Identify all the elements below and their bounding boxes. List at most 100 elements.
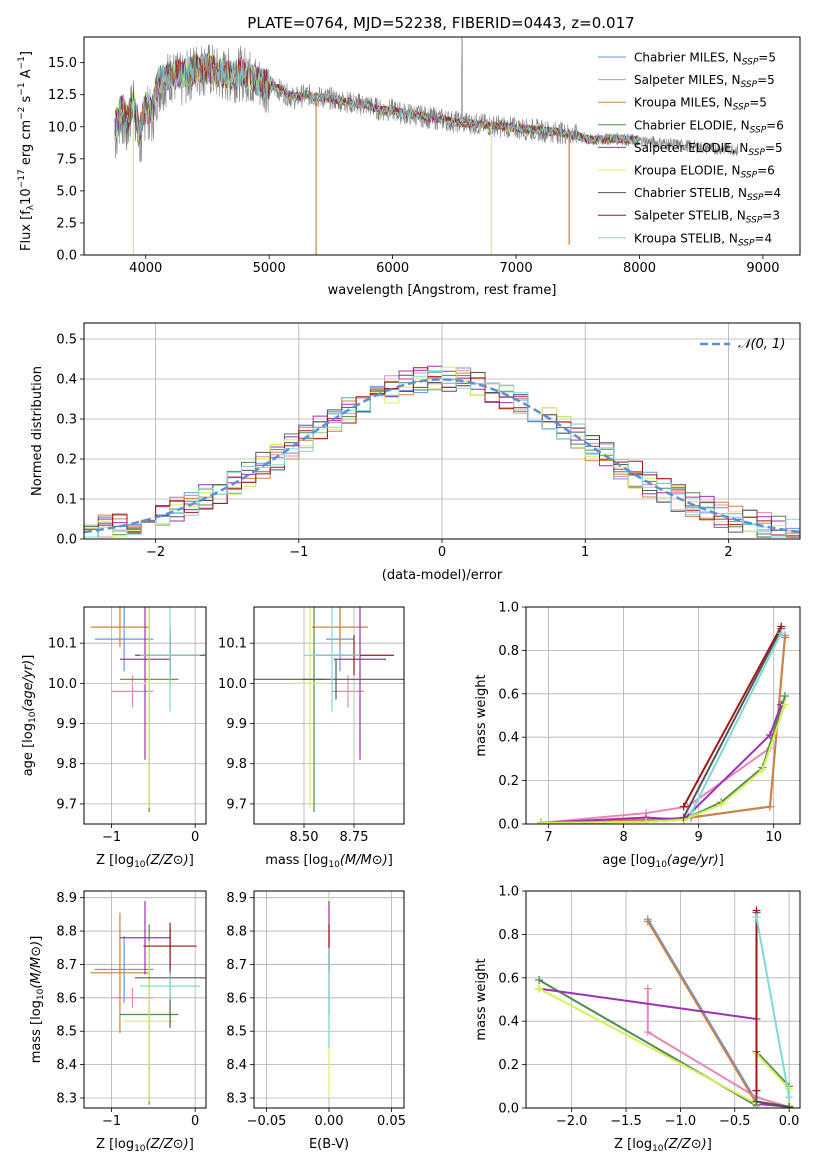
y-tick-label: 9.7	[56, 797, 77, 812]
y-tick-label: 8.5	[56, 1025, 77, 1040]
log-argument: (Z/Z⊙)	[146, 853, 189, 868]
weight-marker	[535, 975, 544, 984]
weight-series	[535, 984, 794, 1108]
x-axis-label: Z [log10(Z/Z⊙)]	[96, 853, 194, 870]
y-tick-label: 8.5	[226, 1025, 247, 1040]
x-tick-label: 0	[438, 545, 446, 560]
exponent: −1	[17, 82, 27, 95]
weight-series	[537, 700, 789, 824]
x-tick-label: −1	[289, 545, 308, 560]
x-tick-label: 5000	[253, 261, 286, 276]
weight-series	[752, 913, 794, 1102]
log-argument: (M/M⊙)	[29, 941, 44, 989]
legend: Chabrier MILES, NSSP=5 Salpeter MILES, NS…	[598, 51, 784, 248]
plot-area	[535, 906, 794, 1108]
errorbar-point	[312, 607, 368, 648]
weight-series	[537, 631, 789, 824]
errorbar-point	[334, 607, 386, 760]
x-axis-label: E(B-V)	[309, 1137, 349, 1152]
subscript: SSP	[742, 58, 759, 68]
weight-marker	[642, 817, 651, 824]
plot-area	[90, 901, 206, 1105]
y-tick-label: 0.0	[56, 533, 77, 548]
subscript: SSP	[746, 216, 763, 226]
x-tick-label: 0.00	[315, 1114, 344, 1129]
y-tick-label: 0.1	[56, 493, 77, 508]
legend-entry: Chabrier MILES, NSSP=5	[634, 51, 776, 68]
y-tick-label: 15.0	[48, 56, 77, 71]
y-tick-label: 0.0	[498, 818, 519, 833]
log-subscript: 10	[134, 860, 146, 870]
x-tick-label: 7000	[500, 261, 533, 276]
plot-area	[84, 365, 800, 538]
y-tick-label: 0.2	[498, 774, 519, 789]
label-tail: =5	[757, 73, 775, 87]
y-tick-label: 12.5	[48, 88, 77, 103]
exponent: −2	[17, 107, 27, 120]
weight-marker	[643, 1028, 652, 1037]
weight-marker	[765, 802, 774, 811]
legend-entry: Kroupa MILES, NSSP=5	[634, 96, 767, 113]
y-tick-label: 8.6	[226, 991, 247, 1006]
weight-series-line	[646, 988, 790, 1108]
y-tick-label: 8.9	[226, 891, 247, 906]
weight-marker	[679, 813, 688, 822]
weight-marker	[752, 1086, 761, 1095]
weight-marker	[752, 1097, 761, 1106]
y-tick-label: 9.8	[226, 757, 247, 772]
legend-entry: Kroupa ELODIE, NSSP=6	[634, 164, 775, 181]
plot-area	[537, 622, 789, 824]
legend-entry: Salpeter ELODIE, NSSP=5	[634, 141, 783, 158]
subscript: SSP	[748, 148, 765, 158]
x-tick-label: −0.05	[247, 1114, 287, 1129]
y-tick-label: 10.0	[218, 677, 247, 692]
gaussian-legend-label: 𝒩(0, 1)	[738, 337, 785, 352]
x-axis-label: Z [log10(Z/Z⊙)]	[614, 1137, 712, 1154]
y-axis-label: Flux [fλ10−17 erg cm−2 s−1 A−1]	[17, 51, 36, 251]
y-axis-label: mass weight	[474, 674, 489, 756]
log-subscript: 10	[655, 860, 667, 870]
label-tail: =3	[762, 209, 780, 223]
x-tick-label: −1	[102, 830, 121, 845]
x-tick-label: 6000	[376, 261, 409, 276]
y-tick-label: 0.4	[498, 731, 519, 746]
y-tick-label: 8.8	[56, 925, 77, 940]
panel-weight-vs-age: 7 8 9 10 0.0 0.2 0.4 0.6 0.8 1.0 age [log10(age/yr…	[474, 601, 801, 870]
weight-series-line	[538, 987, 790, 1108]
y-tick-label: 9.9	[226, 717, 247, 732]
unit-text: s	[19, 95, 34, 106]
subscript: SSP	[741, 171, 758, 181]
y-tick-label: 10.0	[48, 120, 77, 135]
x-tick-label: 0	[191, 830, 199, 845]
label-tail: =5	[758, 51, 776, 65]
x-axis-label: Z [log10(Z/Z⊙)]	[96, 1137, 194, 1154]
errorbar-point	[124, 607, 175, 808]
exponent: −17	[17, 169, 27, 188]
y-tick-label: 0.8	[498, 928, 519, 943]
y-tick-label: 10.1	[48, 637, 77, 652]
weight-series-line	[682, 628, 783, 818]
log-argument: (M/M⊙)	[340, 853, 388, 868]
y-axis-label: Normed distribution	[30, 366, 45, 496]
y-tick-label: 2.5	[56, 216, 77, 231]
weight-marker	[758, 765, 767, 774]
y-tick-label: 8.7	[56, 958, 77, 973]
exponent: −1	[17, 56, 27, 69]
weight-marker	[785, 1084, 794, 1093]
weight-marker	[780, 700, 789, 709]
errorbar-point	[94, 607, 154, 672]
label-tail: =4	[754, 231, 772, 245]
y-tick-label: 9.7	[226, 797, 247, 812]
label-tail: =5	[765, 141, 783, 155]
x-axis-label: wavelength [Angstrom, rest frame]	[328, 283, 557, 298]
errorbar-point	[111, 987, 154, 1008]
errorbar-point	[332, 675, 364, 708]
x-axis-label: (data-model)/error	[382, 568, 503, 583]
log-subscript: 10	[36, 988, 46, 1000]
panel-weight-vs-Z: −2.0 −1.5 −1.0 −0.5 0.0 0.0 0.2 0.4 0.6 0.8 1.0 Z […	[474, 885, 801, 1154]
x-tick-label: 10	[765, 830, 782, 845]
weight-series	[643, 984, 794, 1108]
y-tick-label: 0.4	[498, 1015, 519, 1030]
weight-marker	[785, 1102, 794, 1108]
